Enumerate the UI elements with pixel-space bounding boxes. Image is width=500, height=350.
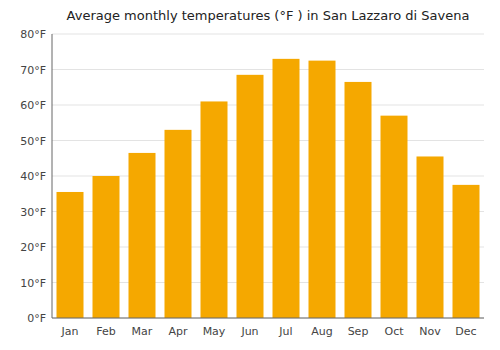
x-tick-label: Jun: [240, 325, 258, 338]
chart-container: Average monthly temperatures (°F ) in Sa…: [0, 0, 500, 350]
bars: [57, 59, 480, 318]
x-tick-label: Mar: [132, 325, 153, 338]
y-tick-label: 50°F: [20, 135, 46, 148]
grid-line: [52, 69, 484, 70]
x-tick-label: Aug: [311, 325, 332, 338]
y-tick-label: 80°F: [20, 28, 46, 41]
grid: [52, 34, 484, 318]
bar: [345, 82, 372, 318]
bar: [201, 101, 228, 318]
x-tick-label: Oct: [384, 325, 404, 338]
x-tick-label: Jul: [278, 325, 292, 338]
y-tick-label: 40°F: [20, 170, 46, 183]
x-tick-label: Dec: [455, 325, 476, 338]
bar: [273, 59, 300, 318]
bar: [237, 75, 264, 318]
y-tick-label: 30°F: [20, 206, 46, 219]
grid-line: [52, 318, 484, 319]
x-tick-label: May: [203, 325, 226, 338]
y-tick-label: 70°F: [20, 64, 46, 77]
y-axis-line: [52, 34, 53, 318]
x-axis-line: [52, 318, 484, 319]
title: Average monthly temperatures (°F ) in Sa…: [67, 8, 470, 23]
bar: [165, 130, 192, 318]
bar: [381, 116, 408, 318]
x-tick-label: Nov: [419, 325, 441, 338]
y-tick-label: 60°F: [20, 99, 46, 112]
y-tick-label: 20°F: [20, 241, 46, 254]
grid-line: [52, 105, 484, 106]
bar: [417, 156, 444, 318]
y-tick-label: 0°F: [27, 312, 46, 325]
chart: Average monthly temperatures (°F ) in Sa…: [0, 0, 500, 350]
x-tick-label: Sep: [348, 325, 369, 338]
bar: [129, 153, 156, 318]
x-tick-label: Apr: [168, 325, 188, 338]
bar: [93, 176, 120, 318]
grid-line: [52, 34, 484, 35]
y-tick-label: 10°F: [20, 277, 46, 290]
bar: [57, 192, 84, 318]
bar: [453, 185, 480, 318]
bar: [309, 61, 336, 318]
x-tick-label: Jan: [61, 325, 79, 338]
grid-line: [52, 140, 484, 141]
x-tick-label: Feb: [96, 325, 115, 338]
